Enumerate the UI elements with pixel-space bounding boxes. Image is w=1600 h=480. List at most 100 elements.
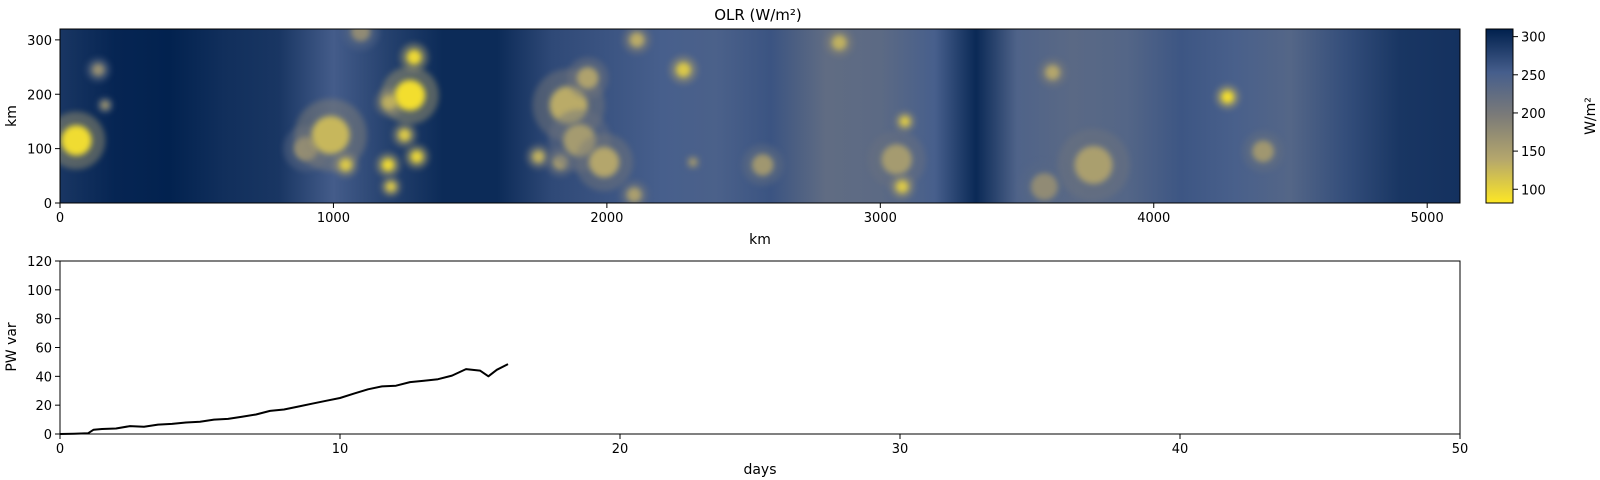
x-tick-label: 50 — [1452, 442, 1469, 457]
colorbar-tick-label: 200 — [1521, 107, 1546, 122]
y-tick-label: 200 — [27, 88, 52, 103]
convective-core — [526, 144, 551, 170]
core-blob — [629, 32, 645, 48]
x-tick-label: 1000 — [317, 211, 350, 226]
x-tick-label: 5000 — [1411, 211, 1444, 226]
convective-core — [1242, 130, 1284, 173]
core-blob — [410, 150, 424, 164]
convective-core — [1057, 128, 1130, 202]
y-tick-label: 0 — [44, 197, 52, 212]
colorbar: 100 150 200 250 300 W/m² — [1485, 28, 1599, 204]
convective-core — [619, 180, 649, 203]
core-blob — [350, 29, 371, 42]
core-blob — [100, 100, 110, 110]
core-blob — [588, 147, 620, 178]
convective-core — [333, 152, 359, 178]
colorbar-tick-label: 100 — [1521, 183, 1546, 198]
core-blob — [91, 63, 105, 77]
line-x-label: days — [743, 462, 776, 478]
convective-core — [742, 144, 784, 186]
heatmap-title: OLR (W/m²) — [714, 6, 802, 24]
convective-core — [85, 57, 111, 83]
x-tick-label: 0 — [56, 442, 64, 457]
convective-core — [1018, 160, 1071, 203]
y-tick-label: 300 — [27, 34, 52, 49]
core-blob — [899, 116, 911, 127]
core-blob — [688, 157, 698, 167]
convective-core — [96, 96, 114, 114]
core-blob — [881, 144, 912, 175]
x-tick-label: 2000 — [590, 211, 623, 226]
convective-core — [668, 55, 698, 85]
core-blob — [1074, 145, 1113, 184]
y-tick-label: 120 — [27, 255, 52, 270]
line-plot-frame — [59, 260, 1461, 435]
convective-core — [889, 174, 915, 200]
core-blob — [398, 128, 412, 142]
convective-core — [375, 152, 401, 178]
convective-core — [575, 133, 634, 192]
core-blob — [532, 150, 546, 164]
pw-var-series — [59, 363, 509, 435]
core-blob — [831, 34, 847, 51]
core-blob — [381, 158, 395, 172]
convective-core — [342, 29, 380, 51]
convective-core — [399, 42, 429, 72]
olr-heatmap-panel: OLR (W/m²) 0 1000 2000 3000 4000 5000 0 100 200… — [4, 6, 1461, 248]
convective-core — [567, 57, 609, 99]
heatmap-x-label: km — [749, 232, 771, 248]
x-tick-label: 30 — [892, 442, 909, 457]
core-blob — [751, 154, 774, 176]
y-tick-label: 20 — [35, 399, 52, 414]
core-blob — [1030, 173, 1058, 201]
core-blob — [1221, 90, 1235, 104]
pw-var-line — [59, 363, 509, 435]
core-blob — [626, 187, 642, 203]
convective-core — [380, 176, 402, 197]
colorbar-tick-label: 300 — [1521, 31, 1546, 46]
y-tick-label: 0 — [44, 428, 52, 443]
x-tick-label: 40 — [1172, 442, 1189, 457]
core-blob — [385, 181, 397, 193]
core-blob — [895, 180, 909, 194]
heatmap-x-ticks: 0 1000 2000 3000 4000 5000 — [56, 203, 1444, 226]
core-blob — [675, 62, 692, 78]
core-blob — [576, 67, 599, 89]
convective-core — [867, 130, 926, 189]
convective-core — [1215, 84, 1240, 110]
colorbar-tick-label: 250 — [1521, 69, 1546, 84]
x-tick-label: 3000 — [864, 211, 897, 226]
convective-core — [392, 122, 417, 148]
convective-core — [381, 66, 439, 125]
convective-core — [404, 144, 430, 170]
convective-core — [684, 153, 702, 171]
x-tick-label: 10 — [332, 442, 349, 457]
y-tick-label: 80 — [35, 313, 52, 328]
heatmap-y-ticks: 0 100 200 300 — [27, 34, 60, 212]
line-y-ticks: 0 20 40 60 80 100 120 — [27, 255, 60, 443]
heatmap-y-label: km — [4, 105, 20, 127]
y-tick-label: 40 — [35, 370, 52, 385]
convective-core — [824, 29, 854, 58]
y-tick-label: 60 — [35, 342, 52, 357]
core-blob — [1044, 64, 1061, 81]
colorbar-gradient — [1485, 28, 1514, 204]
line-x-ticks: 0 10 20 30 40 50 — [56, 434, 1468, 457]
pw-var-panel: 0 10 20 30 40 50 0 20 40 60 80 100 120 days PW var — [4, 255, 1468, 478]
colorbar-label: W/m² — [1583, 97, 1599, 135]
olr-field — [60, 29, 1460, 203]
x-tick-label: 0 — [56, 211, 64, 226]
core-blob — [406, 49, 422, 65]
core-blob — [61, 125, 92, 156]
convective-core — [60, 111, 106, 170]
colorbar-ticks: 100 150 200 250 300 — [1513, 31, 1546, 198]
y-tick-label: 100 — [27, 284, 52, 299]
heatmap-frame — [59, 28, 1461, 204]
core-blob — [394, 80, 426, 111]
x-tick-label: 20 — [612, 442, 629, 457]
x-tick-label: 4000 — [1137, 211, 1170, 226]
colorbar-tick-label: 150 — [1521, 145, 1546, 160]
convective-core — [894, 111, 916, 132]
core-blob — [311, 116, 350, 155]
